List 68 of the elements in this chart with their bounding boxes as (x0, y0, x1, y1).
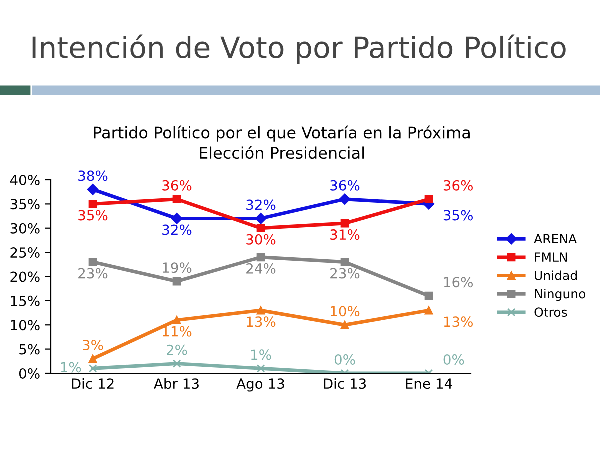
y-tick-label: 10% (11, 320, 40, 331)
y-tick-label: 30% (10, 223, 40, 234)
data-label: 23% (78, 268, 108, 279)
x-tick-label: Dic 13 (324, 378, 366, 390)
point (171, 213, 183, 224)
data-label: 32% (162, 224, 192, 236)
point (424, 306, 434, 315)
y-tick-label: 15% (11, 296, 40, 306)
point (339, 194, 351, 205)
data-label: 32% (246, 200, 276, 210)
point (256, 224, 266, 233)
y-tick-label: 0% (19, 368, 40, 379)
point (255, 213, 267, 224)
point (424, 195, 434, 204)
x-tick-label: Dic 12 (72, 378, 114, 390)
data-label: 23% (330, 268, 360, 279)
point (340, 219, 350, 228)
data-label: 13% (444, 316, 473, 328)
data-label: 0% (444, 354, 464, 366)
data-label: 16% (444, 277, 473, 288)
point (88, 200, 98, 208)
data-label: 35% (444, 210, 473, 221)
data-label: 36% (162, 180, 192, 191)
point (256, 364, 266, 373)
x-tick-label: Ago 13 (236, 378, 284, 392)
point (172, 195, 182, 204)
x-tick-label: Abr 13 (154, 378, 199, 390)
point (172, 360, 182, 368)
y-tick-label: 35% (10, 199, 40, 210)
point (340, 258, 350, 266)
data-label: 31% (330, 230, 360, 240)
data-label: 13% (247, 316, 276, 328)
point (172, 316, 182, 324)
data-label: 3% (83, 340, 104, 351)
point (88, 258, 98, 266)
legend-label: Otros (534, 308, 568, 318)
x-tick-label: Ene 14 (406, 378, 452, 390)
point (256, 306, 266, 315)
data-label: 10% (331, 306, 360, 317)
point (87, 184, 99, 196)
data-label: 0% (334, 354, 356, 366)
point (88, 354, 98, 364)
data-label: 30% (246, 234, 276, 245)
data-label: 2% (167, 344, 188, 356)
y-tick-label: 25% (10, 248, 40, 258)
legend-label: FMLN (535, 252, 568, 262)
chart-title: Intención de Voto por Partido Político (32, 34, 566, 64)
y-tick-label: 40% (10, 174, 40, 186)
data-label: 35% (78, 210, 108, 221)
data-label: 38% (78, 170, 108, 182)
data-label: 19% (163, 262, 192, 274)
data-label: 1% (252, 350, 272, 360)
data-label: 1% (61, 362, 82, 373)
point (172, 277, 182, 286)
y-tick-label: 5% (20, 344, 40, 355)
point (256, 253, 266, 262)
point (88, 364, 98, 373)
data-label: 36% (330, 180, 360, 191)
data-label: 36% (444, 180, 473, 191)
legend-label: ARENA (534, 234, 577, 244)
point (424, 292, 434, 300)
point (340, 320, 350, 330)
legend-label: Ninguno (535, 289, 586, 302)
y-tick-label: 20% (10, 272, 40, 282)
data-label: 24% (246, 263, 276, 274)
data-label: 11% (163, 326, 192, 337)
legend-label: Unidad (535, 270, 577, 280)
chart-subtitle: Partido Político por el que Votaría en la Próxima Elección Presidencial (94, 126, 470, 160)
